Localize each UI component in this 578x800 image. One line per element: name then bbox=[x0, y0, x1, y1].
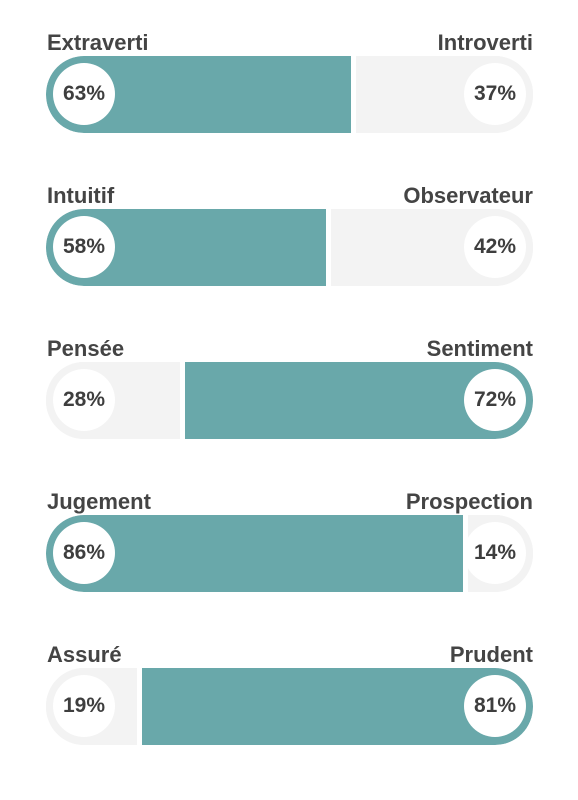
trait-right-label: Observateur bbox=[403, 183, 533, 208]
trait-bar: 19% 81% bbox=[46, 668, 533, 745]
trait-left-label: Intuitif bbox=[47, 183, 115, 208]
trait-bar-divider bbox=[137, 668, 142, 745]
right-percent-badge: 72% bbox=[464, 369, 526, 431]
trait-right-label: Sentiment bbox=[426, 336, 533, 361]
trait-right-label: Introverti bbox=[437, 30, 533, 55]
trait-row: Assuré Prudent 19% 81% bbox=[46, 642, 533, 752]
trait-row: Extraverti Introverti 63% 37% bbox=[46, 30, 533, 140]
left-percent-badge: 63% bbox=[53, 63, 115, 125]
right-percent-badge: 81% bbox=[464, 675, 526, 737]
trait-left-label: Assuré bbox=[47, 642, 122, 667]
trait-bar-divider bbox=[326, 209, 331, 286]
right-percent-badge: 42% bbox=[464, 216, 526, 278]
trait-bar: 28% 72% bbox=[46, 362, 533, 439]
trait-row: Jugement Prospection 86% 14% bbox=[46, 489, 533, 599]
trait-left-label: Pensée bbox=[47, 336, 125, 361]
left-percent-badge: 28% bbox=[53, 369, 115, 431]
trait-left-label: Jugement bbox=[47, 489, 151, 514]
trait-bar-divider bbox=[351, 56, 356, 133]
left-percent-badge: 19% bbox=[53, 675, 115, 737]
trait-bar-divider bbox=[180, 362, 185, 439]
trait-row: Pensée Sentiment 28% 72% bbox=[46, 336, 533, 446]
trait-bar: 63% 37% bbox=[46, 56, 533, 133]
trait-bar-left-segment bbox=[46, 515, 463, 592]
trait-bar: 58% 42% bbox=[46, 209, 533, 286]
trait-right-label: Prudent bbox=[449, 642, 533, 667]
trait-left-label: Extraverti bbox=[47, 30, 149, 55]
right-percent-badge: 14% bbox=[464, 522, 526, 584]
trait-row: Intuitif Observateur 58% 42% bbox=[46, 183, 533, 293]
trait-right-label: Prospection bbox=[405, 489, 533, 514]
trait-bar: 86% 14% bbox=[46, 515, 533, 592]
left-percent-badge: 58% bbox=[53, 216, 115, 278]
left-percent-badge: 86% bbox=[53, 522, 115, 584]
right-percent-badge: 37% bbox=[464, 63, 526, 125]
